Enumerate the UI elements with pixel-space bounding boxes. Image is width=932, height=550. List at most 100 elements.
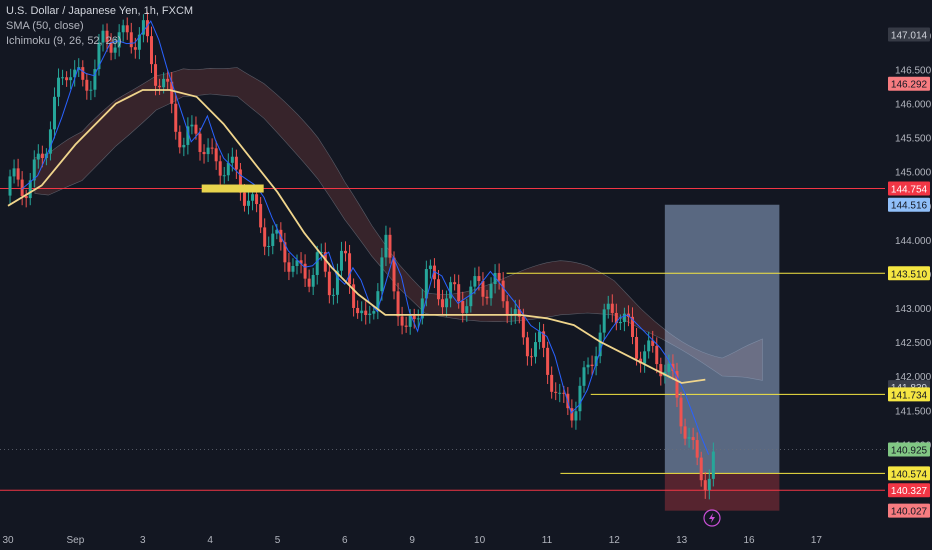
candle-body xyxy=(521,316,525,338)
candle-body xyxy=(36,153,40,160)
candle-body xyxy=(105,30,109,43)
candle-body xyxy=(238,169,242,193)
price-level-label: 140.574 xyxy=(891,469,928,480)
candle-body xyxy=(327,271,331,296)
price-axis[interactable]: 147.000146.500146.000145.500145.000144.5… xyxy=(885,0,932,550)
candle-body xyxy=(271,233,275,246)
price-level-badge xyxy=(888,466,930,481)
candle-body xyxy=(497,272,501,281)
candle-body xyxy=(226,162,230,176)
chart-legend: U.S. Dollar / Japanese Yen, 1h, FXCM SMA… xyxy=(6,4,193,49)
candle-body xyxy=(40,153,44,159)
candle-body xyxy=(683,426,687,439)
price-tick-label: 145.500 xyxy=(895,134,932,145)
lightning-glyph xyxy=(709,513,715,523)
time-axis[interactable]: 30 Sep 3 4 5 6 9 10 11 12 13 16 17 xyxy=(2,535,822,546)
symbol-title[interactable]: U.S. Dollar / Japanese Yen, 1h, FXCM xyxy=(6,5,194,17)
long-position-tool[interactable] xyxy=(664,204,780,511)
candle-body xyxy=(97,42,101,70)
candle-body xyxy=(267,245,271,247)
candle-body xyxy=(631,316,635,337)
candle-body xyxy=(489,284,493,299)
candle-body xyxy=(445,298,449,308)
ichimoku-legend[interactable]: Ichimoku (9, 26, 52, 26) xyxy=(6,35,122,47)
candle-body xyxy=(109,42,113,53)
candle-body xyxy=(61,77,65,79)
horizontal-lines[interactable] xyxy=(0,188,885,491)
candle-body xyxy=(234,156,238,170)
candle-body xyxy=(178,131,182,148)
candle-body xyxy=(206,147,210,155)
time-tick-label: 10 xyxy=(474,535,486,546)
candle-body xyxy=(392,257,396,292)
candle-body xyxy=(420,298,424,319)
candle-body xyxy=(12,168,16,177)
candle-body xyxy=(360,310,364,314)
time-tick-label: 12 xyxy=(609,535,621,546)
time-tick-label: Sep xyxy=(66,535,84,546)
candle-body xyxy=(457,284,461,301)
candle-body xyxy=(659,364,663,377)
candle-body xyxy=(311,275,315,287)
candle-body xyxy=(570,408,574,421)
candle-body xyxy=(32,159,36,181)
time-tick-label: 16 xyxy=(743,535,755,546)
candle-body xyxy=(501,280,505,302)
candle-body xyxy=(8,176,12,196)
candle-body xyxy=(319,252,323,254)
candle-body xyxy=(554,391,558,393)
price-tick-label: 142.000 xyxy=(895,372,932,383)
candle-body xyxy=(594,356,598,367)
candle-body xyxy=(69,77,73,81)
candle-body xyxy=(364,310,368,316)
candle-body xyxy=(247,200,251,206)
price-level-label: 144.516 xyxy=(891,201,928,212)
candle-body xyxy=(101,30,105,43)
candle-body xyxy=(441,299,445,308)
candle-body xyxy=(190,124,194,127)
candle-body xyxy=(133,47,137,50)
time-tick-label: 13 xyxy=(676,535,688,546)
candle-body xyxy=(339,250,343,271)
candle-body xyxy=(635,336,639,359)
price-level-badge xyxy=(888,387,930,402)
price-tick-label: 142.500 xyxy=(895,338,932,349)
candle-body xyxy=(170,81,174,104)
sma-legend[interactable]: SMA (50, close) xyxy=(6,20,84,32)
time-tick-label: 17 xyxy=(811,535,823,546)
highlight-marker xyxy=(201,184,264,193)
candle-body xyxy=(149,36,153,65)
candle-body xyxy=(469,286,473,307)
candle-body xyxy=(303,263,307,279)
candle-body xyxy=(432,265,436,280)
candle-body xyxy=(295,260,299,266)
lightning-icon xyxy=(703,509,721,527)
candle-body xyxy=(166,78,170,82)
candle-body xyxy=(145,20,149,37)
candle-body xyxy=(48,129,52,154)
misc-marks xyxy=(201,184,721,527)
candle-body xyxy=(376,291,380,312)
price-tick-label: 144.000 xyxy=(895,236,932,247)
candle-body xyxy=(16,168,20,180)
price-tick-label: 145.000 xyxy=(895,168,932,179)
candle-body xyxy=(538,331,542,343)
candle-body xyxy=(703,480,707,490)
candle-body xyxy=(356,307,360,314)
candle-body xyxy=(699,457,703,481)
candle-body xyxy=(372,311,376,314)
candle-body xyxy=(202,151,206,155)
candle-body xyxy=(380,257,384,292)
candle-body xyxy=(598,332,602,357)
candle-body xyxy=(162,78,166,88)
candle-body xyxy=(57,77,61,97)
price-level-badge xyxy=(888,442,930,457)
candle-body xyxy=(331,294,335,296)
candle-body xyxy=(505,301,509,316)
candle-body xyxy=(412,315,416,320)
price-level-label: 147.014 xyxy=(891,30,928,41)
candle-body xyxy=(65,77,69,81)
candle-body xyxy=(263,227,267,247)
